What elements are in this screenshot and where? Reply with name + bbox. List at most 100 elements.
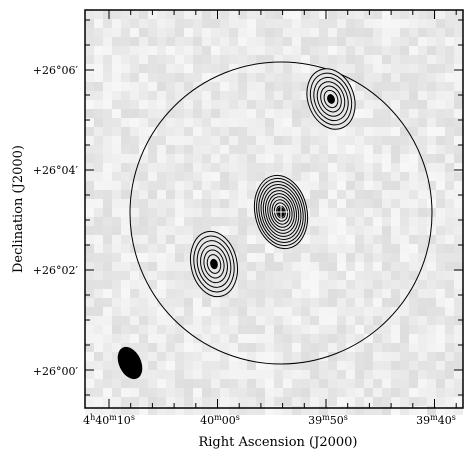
noise-cell <box>346 226 355 235</box>
noise-cell <box>364 271 373 280</box>
noise-cell <box>256 100 265 109</box>
noise-cell <box>103 388 112 397</box>
noise-cell <box>265 91 274 100</box>
noise-cell <box>328 199 337 208</box>
noise-cell <box>220 154 229 163</box>
noise-cell <box>166 172 175 181</box>
noise-cell <box>202 73 211 82</box>
noise-cell <box>436 19 445 28</box>
noise-cell <box>112 154 121 163</box>
noise-cell <box>382 82 391 91</box>
noise-cell <box>175 379 184 388</box>
noise-cell <box>292 136 301 145</box>
noise-cell <box>364 163 373 172</box>
noise-cell <box>139 298 148 307</box>
noise-cell <box>265 343 274 352</box>
noise-cell <box>319 10 328 19</box>
noise-cell <box>418 379 427 388</box>
noise-cell <box>157 325 166 334</box>
noise-cell <box>139 91 148 100</box>
noise-cell <box>175 145 184 154</box>
noise-cell <box>121 217 130 226</box>
noise-cell <box>175 181 184 190</box>
noise-cell <box>301 181 310 190</box>
noise-cell <box>148 19 157 28</box>
noise-cell <box>436 379 445 388</box>
noise-cell <box>229 73 238 82</box>
noise-cell <box>112 244 121 253</box>
noise-cell <box>94 136 103 145</box>
noise-cell <box>139 244 148 253</box>
noise-cell <box>319 28 328 37</box>
noise-cell <box>94 46 103 55</box>
noise-cell <box>238 235 247 244</box>
noise-cell <box>310 199 319 208</box>
noise-cell <box>130 145 139 154</box>
noise-cell <box>337 28 346 37</box>
noise-cell <box>130 28 139 37</box>
y-axis-label: Declination (J2000) <box>11 145 26 273</box>
noise-cell <box>418 73 427 82</box>
noise-cell <box>166 316 175 325</box>
noise-cell <box>346 388 355 397</box>
noise-cell <box>337 334 346 343</box>
noise-cell <box>175 289 184 298</box>
noise-cell <box>157 190 166 199</box>
noise-cell <box>265 289 274 298</box>
noise-cell <box>319 127 328 136</box>
noise-cell <box>400 181 409 190</box>
noise-cell <box>103 100 112 109</box>
noise-cell <box>94 145 103 154</box>
noise-cell <box>364 172 373 181</box>
noise-cell <box>220 172 229 181</box>
noise-cell <box>418 109 427 118</box>
noise-cell <box>337 325 346 334</box>
noise-cell <box>265 154 274 163</box>
noise-cell <box>310 163 319 172</box>
noise-cell <box>130 262 139 271</box>
noise-cell <box>418 172 427 181</box>
noise-cell <box>310 217 319 226</box>
noise-cell <box>166 19 175 28</box>
noise-cell <box>121 289 130 298</box>
noise-cell <box>184 370 193 379</box>
noise-cell <box>148 163 157 172</box>
noise-cell <box>139 100 148 109</box>
noise-cell <box>292 352 301 361</box>
noise-cell <box>274 253 283 262</box>
noise-cell <box>175 82 184 91</box>
noise-cell <box>283 64 292 73</box>
noise-cell <box>166 64 175 73</box>
noise-cell <box>436 172 445 181</box>
noise-cell <box>454 82 463 91</box>
x-tick-labels: 4h40m10s 40m00s 39m50s 39m40s <box>83 413 456 427</box>
noise-cell <box>310 253 319 262</box>
noise-cell <box>427 298 436 307</box>
noise-cell <box>445 316 454 325</box>
noise-cell <box>355 136 364 145</box>
noise-cell <box>238 37 247 46</box>
noise-cell <box>292 109 301 118</box>
noise-cell <box>193 73 202 82</box>
noise-cell <box>292 37 301 46</box>
noise-cell <box>346 217 355 226</box>
noise-cell <box>364 118 373 127</box>
noise-cell <box>436 10 445 19</box>
noise-cell <box>274 397 283 406</box>
noise-cell <box>445 271 454 280</box>
noise-cell <box>427 82 436 91</box>
noise-cell <box>166 55 175 64</box>
noise-cell <box>346 28 355 37</box>
noise-cell <box>409 352 418 361</box>
noise-cell <box>220 217 229 226</box>
noise-cell <box>445 280 454 289</box>
noise-cell <box>328 235 337 244</box>
noise-cell <box>346 145 355 154</box>
noise-cell <box>283 370 292 379</box>
noise-cell <box>157 100 166 109</box>
noise-cell <box>382 280 391 289</box>
noise-cell <box>355 370 364 379</box>
noise-cell <box>319 370 328 379</box>
noise-cell <box>427 307 436 316</box>
noise-cell <box>103 217 112 226</box>
